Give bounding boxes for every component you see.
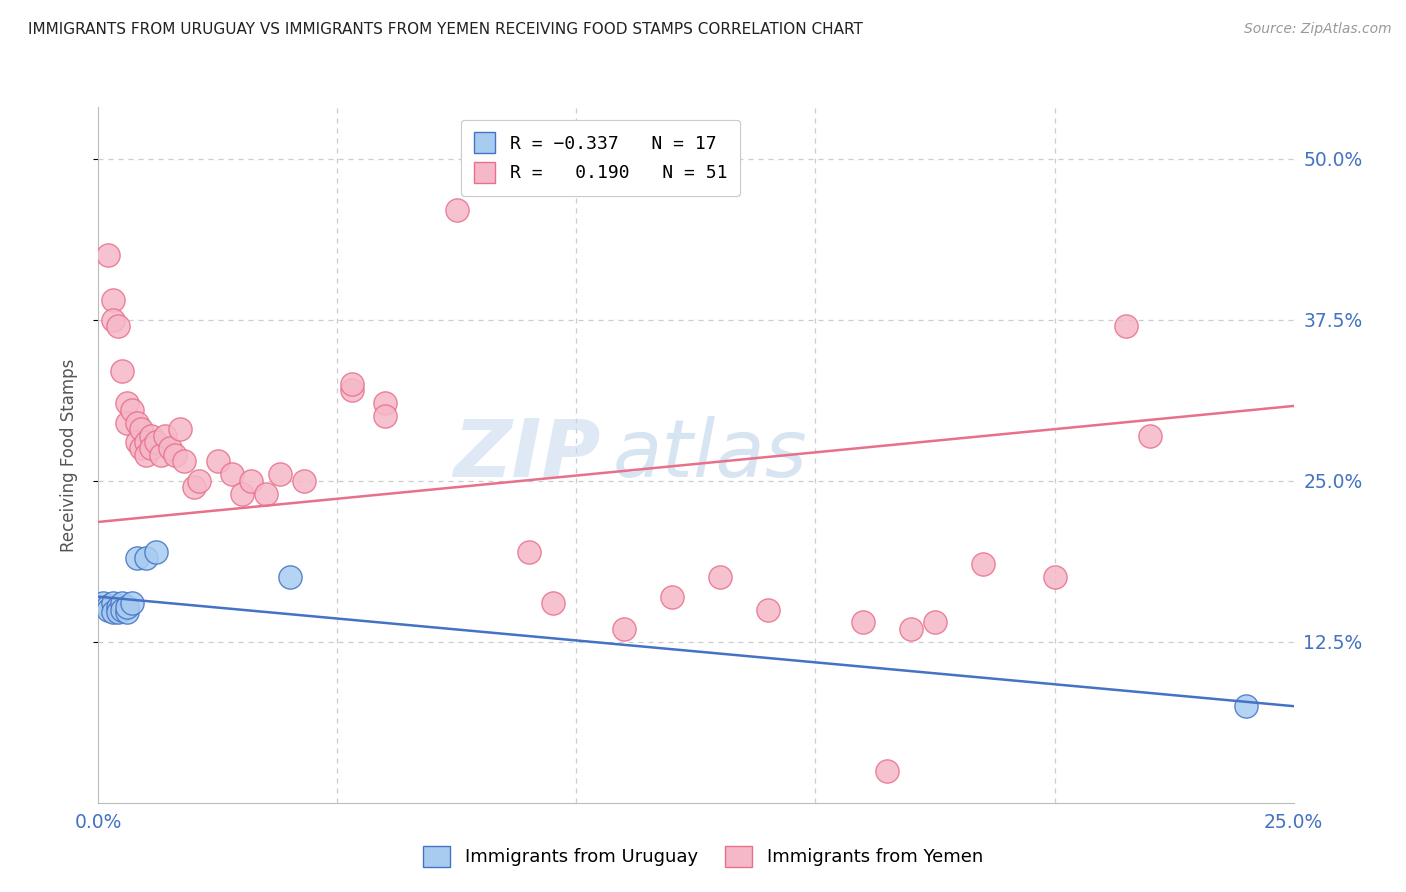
Point [111,602,134,616]
Point [125,435,148,450]
Point [221,467,243,482]
Point [107,599,129,614]
Point [924,615,946,630]
Point [269,467,291,482]
Point [709,570,731,584]
Point [446,203,468,218]
Point [139,442,162,456]
Point [135,435,157,450]
Text: atlas: atlas [613,416,807,494]
Point [207,454,229,468]
Point [115,396,138,410]
Point [254,486,277,500]
Point [1139,428,1161,442]
Point [101,293,124,308]
Point [131,442,153,456]
Point [139,428,162,442]
Point [149,448,172,462]
Point [240,474,263,488]
Point [121,596,143,610]
Point [517,544,540,558]
Text: IMMIGRANTS FROM URUGUAY VS IMMIGRANTS FROM YEMEN RECEIVING FOOD STAMPS CORRELATI: IMMIGRANTS FROM URUGUAY VS IMMIGRANTS FR… [28,22,863,37]
Point [900,622,922,636]
Point [169,422,191,436]
Point [107,319,129,334]
Point [145,544,167,558]
Point [101,596,124,610]
Point [115,599,138,614]
Point [91,596,114,610]
Point [183,480,205,494]
Point [131,422,153,436]
Text: Source: ZipAtlas.com: Source: ZipAtlas.com [1244,22,1392,37]
Legend: R = −0.337   N = 17, R =   0.190   N = 51: R = −0.337 N = 17, R = 0.190 N = 51 [461,120,740,195]
Point [876,764,898,778]
Point [374,396,396,410]
Point [374,409,396,424]
Point [1234,699,1257,714]
Point [121,402,143,417]
Point [972,558,994,572]
Point [125,416,148,430]
Point [163,448,186,462]
Point [135,448,157,462]
Point [159,442,181,456]
Point [1043,570,1066,584]
Point [613,622,636,636]
Y-axis label: Receiving Food Stamps: Receiving Food Stamps [59,359,77,551]
Point [107,605,129,619]
Point [340,384,363,398]
Point [173,454,195,468]
Point [115,416,138,430]
Point [111,596,134,610]
Point [1115,319,1137,334]
Point [340,377,363,392]
Point [756,602,779,616]
Point [97,602,120,616]
Point [101,312,124,326]
Point [145,435,167,450]
Point [97,599,120,613]
Point [541,596,564,610]
Point [135,551,157,566]
Point [187,474,209,488]
Point [155,428,177,442]
Point [111,364,134,378]
Point [101,605,124,619]
Point [292,474,315,488]
Point [115,605,138,619]
Point [97,248,120,262]
Point [661,590,683,604]
Point [278,570,301,584]
Point [125,551,148,566]
Point [852,615,875,630]
Point [231,486,253,500]
Legend: Immigrants from Uruguay, Immigrants from Yemen: Immigrants from Uruguay, Immigrants from… [416,838,990,874]
Text: ZIP: ZIP [453,416,600,494]
